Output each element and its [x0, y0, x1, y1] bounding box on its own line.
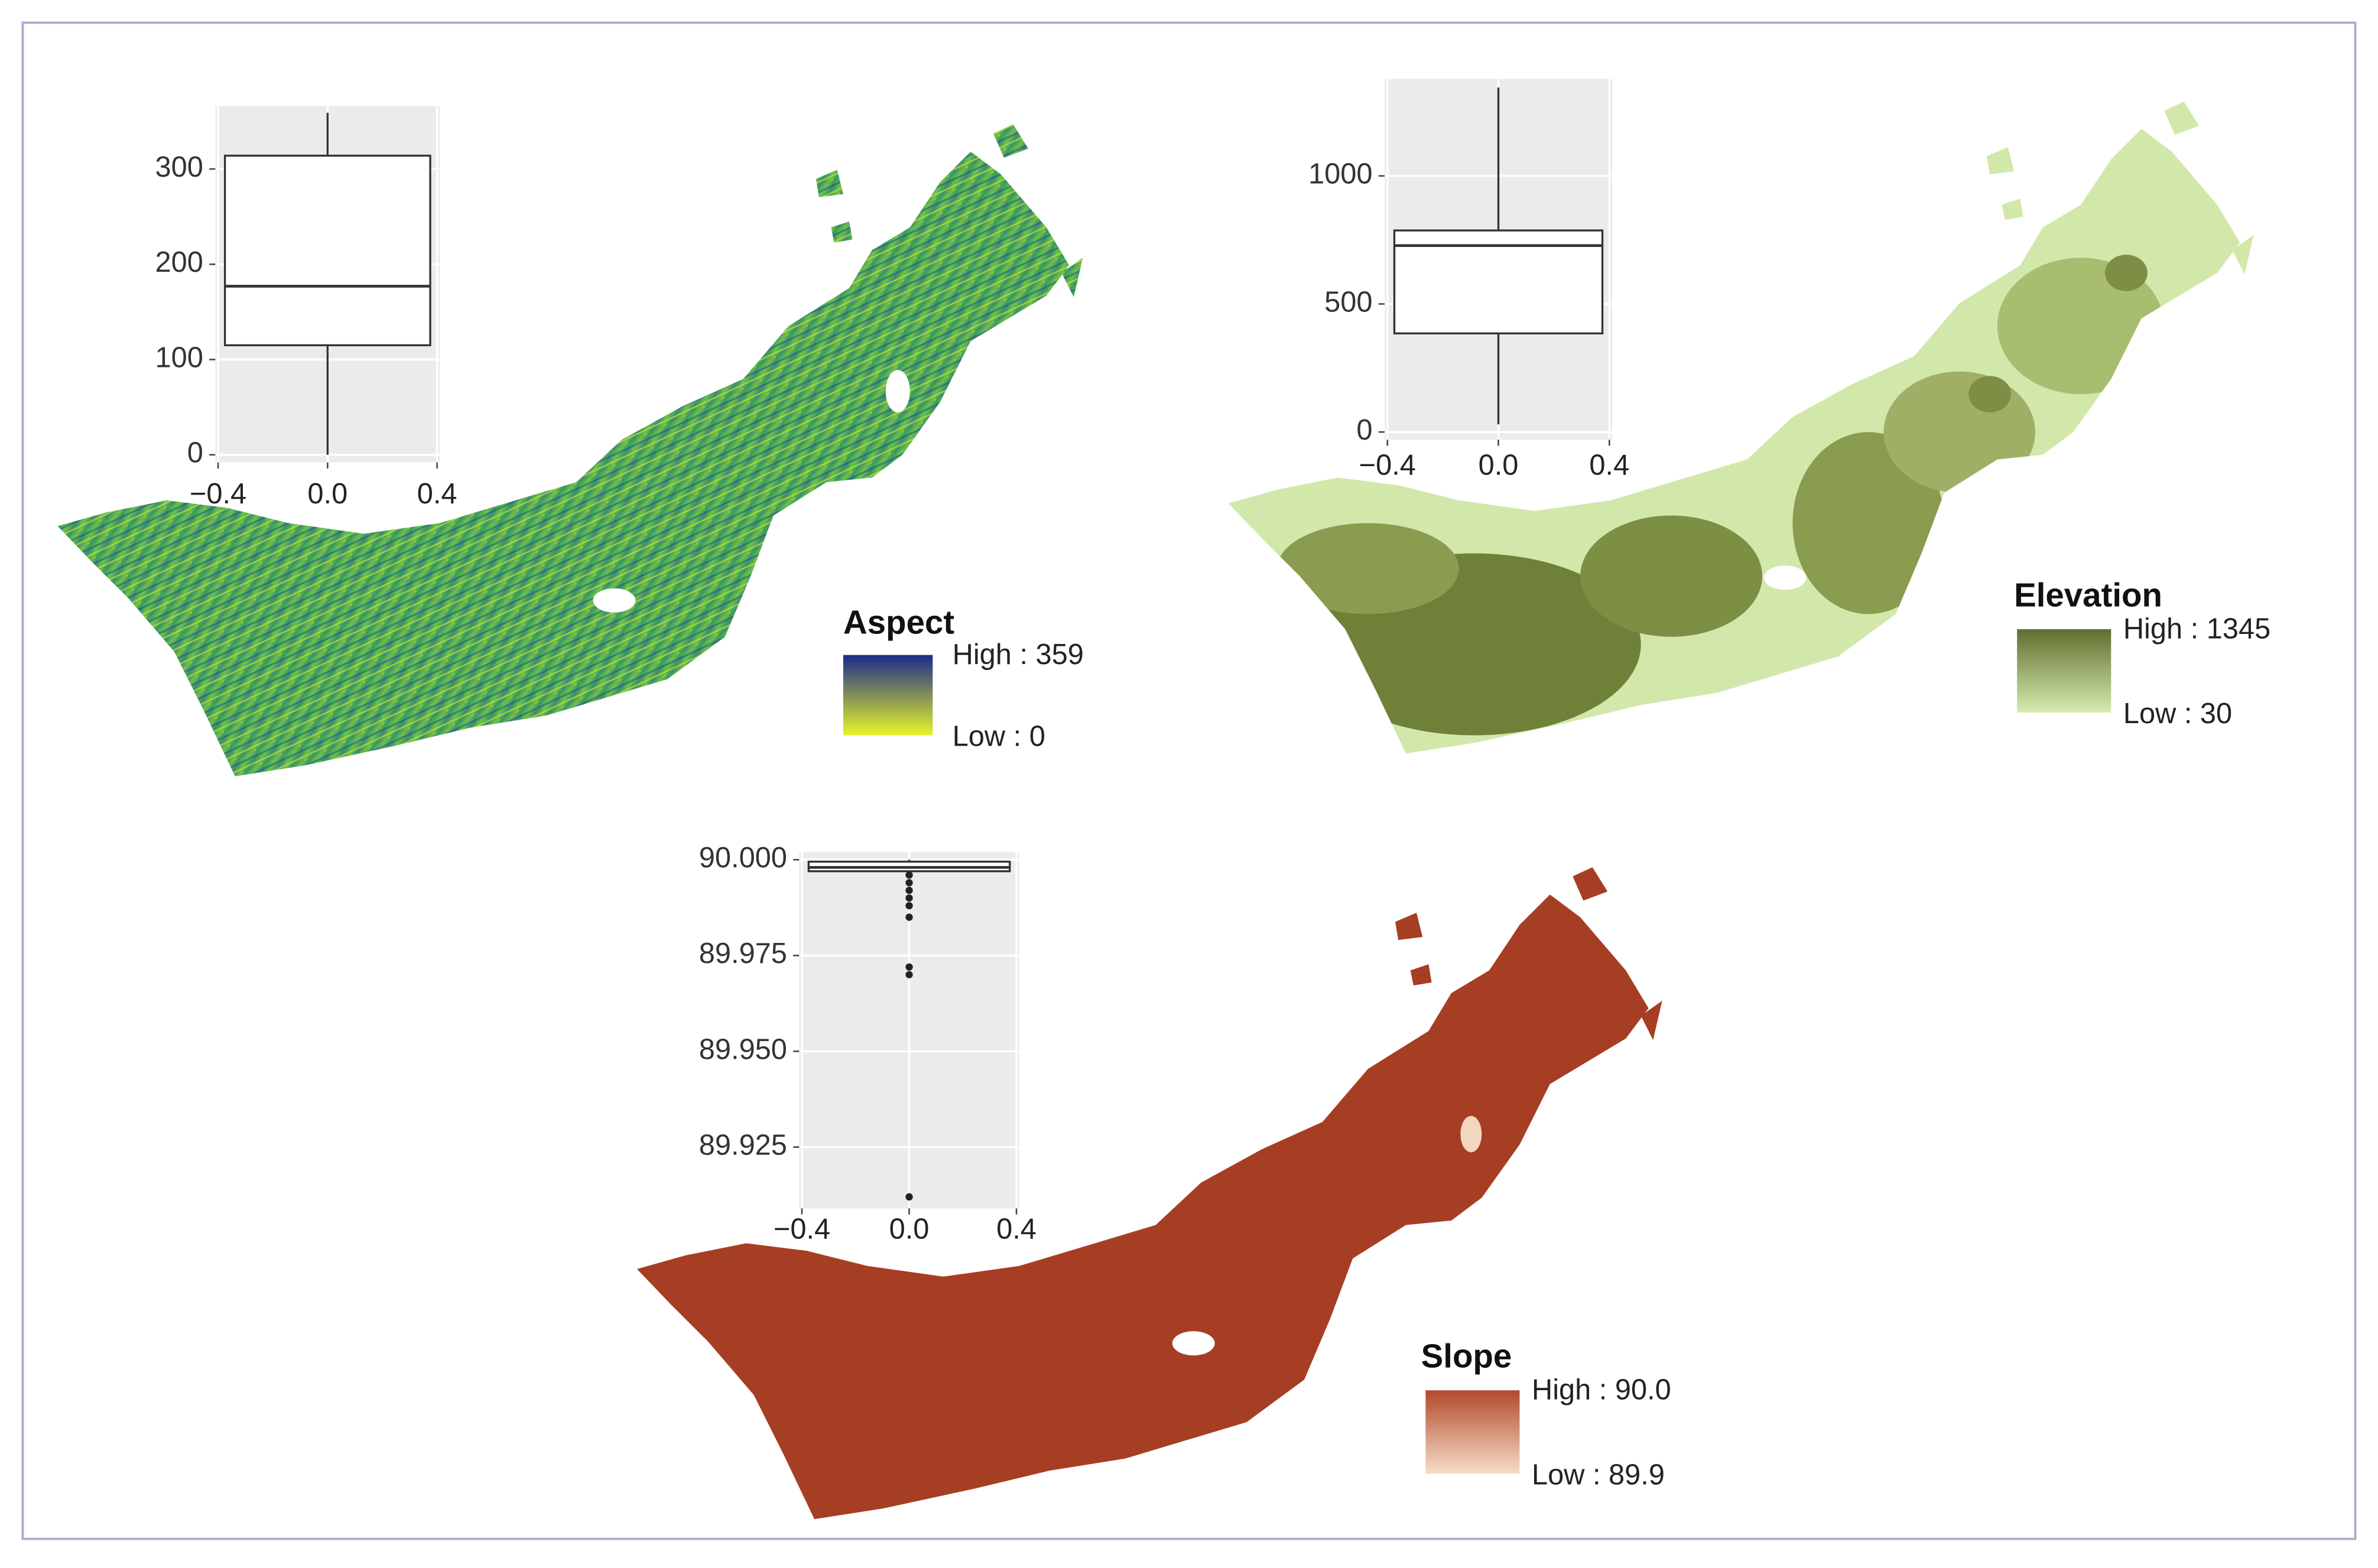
y-tick-label: 0	[187, 437, 203, 469]
box	[1393, 229, 1604, 334]
outlier	[905, 886, 913, 894]
legend-high: High : 90.0	[1532, 1374, 1671, 1406]
outlier	[905, 902, 913, 910]
y-tick-label: 500	[1324, 286, 1372, 318]
boxplot: 90.000 89.975 89.950 89.925 −0.4 0.0 0.4	[699, 842, 1037, 1245]
y-tick-label: 90.000	[699, 842, 787, 874]
x-tick-label: 0.0	[889, 1214, 930, 1245]
outlier	[905, 1193, 913, 1201]
legend-ramp	[1425, 1390, 1520, 1474]
legend-low: Low : 89.9	[1532, 1459, 1665, 1491]
legend-title: Elevation	[2014, 576, 2162, 613]
x-tick-label: −0.4	[190, 478, 246, 510]
x-tick-label: 0.4	[417, 478, 457, 510]
outlier	[905, 963, 913, 971]
legend-low: Low : 30	[2123, 698, 2232, 730]
x-tick-label: 0.0	[1479, 449, 1519, 481]
outlier	[905, 894, 913, 902]
y-tick-label: 0	[1356, 414, 1372, 446]
x-tick-label: 0.4	[996, 1214, 1037, 1245]
legend-ramp	[843, 655, 933, 736]
y-tick-label: 100	[155, 341, 203, 373]
slope-map	[636, 867, 1662, 1520]
x-tick-label: −0.4	[774, 1214, 830, 1245]
x-tick-label: 0.4	[1589, 449, 1629, 481]
y-tick-label: 300	[155, 151, 203, 183]
legend: Slope High : 90.0 Low : 89.9	[1421, 1338, 1671, 1491]
outlier	[905, 971, 913, 978]
boxplot: 0 100 200 300 −0.4 0.0 0.4	[155, 106, 457, 510]
outlier	[905, 871, 913, 879]
boxplot: 0 500 1000 −0.4 0.0 0.4	[1308, 79, 1629, 481]
outlier	[905, 913, 913, 921]
legend-title: Slope	[1421, 1338, 1512, 1375]
x-tick-label: 0.0	[307, 478, 347, 510]
y-tick-label: 89.950	[699, 1033, 787, 1065]
legend-high: High : 1345	[2123, 613, 2270, 645]
legend-high: High : 359	[953, 639, 1084, 671]
y-tick-label: 89.925	[699, 1129, 787, 1161]
y-tick-label: 200	[155, 246, 203, 278]
aspect-map	[57, 124, 1083, 776]
legend-ramp	[2017, 629, 2111, 713]
y-tick-label: 1000	[1308, 158, 1372, 190]
legend-title: Aspect	[843, 604, 954, 641]
legend-low: Low : 0	[953, 721, 1045, 753]
x-tick-label: −0.4	[1359, 449, 1416, 481]
outlier	[905, 879, 913, 887]
y-tick-label: 89.975	[699, 938, 787, 970]
box	[223, 154, 431, 347]
